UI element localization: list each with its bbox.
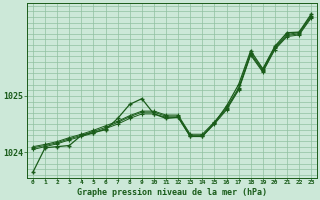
X-axis label: Graphe pression niveau de la mer (hPa): Graphe pression niveau de la mer (hPa) xyxy=(77,188,267,197)
